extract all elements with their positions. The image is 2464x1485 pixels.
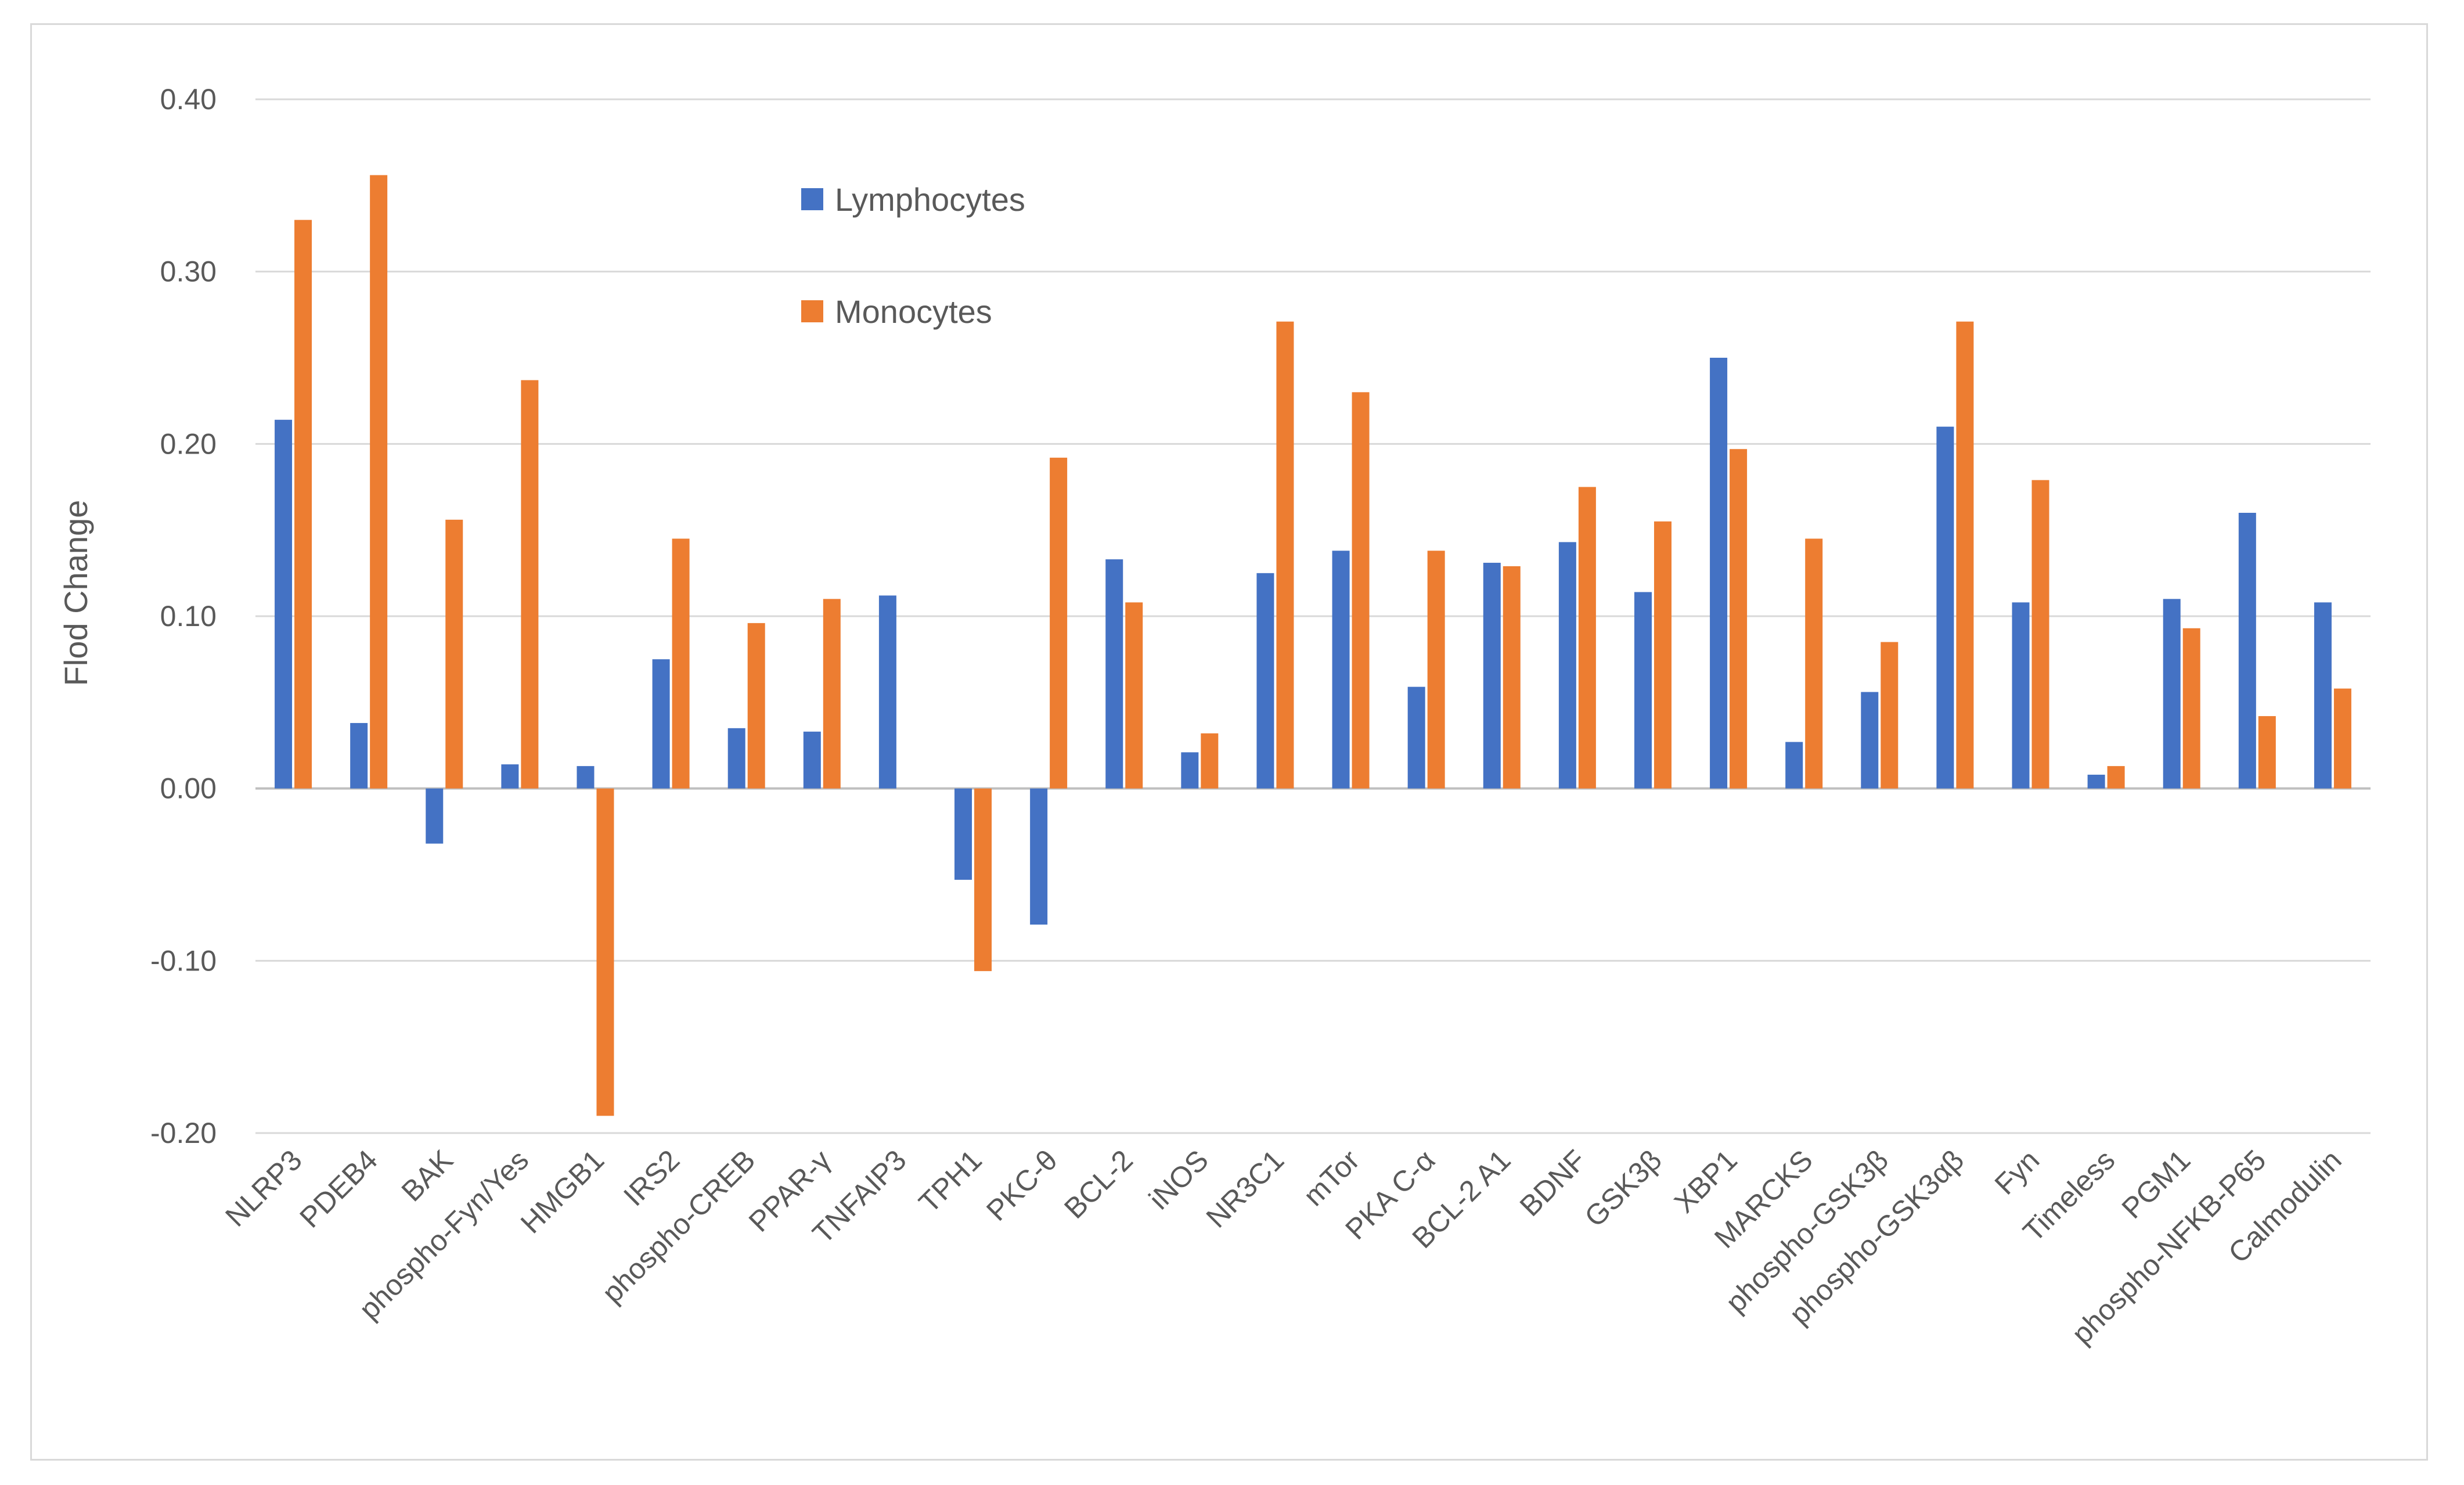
bar-monocytes-12 [1201, 733, 1219, 789]
bar-lymphocytes-6 [727, 728, 745, 789]
y-axis-title: Flod Change [57, 500, 94, 686]
bar-lymphocytes-13 [1256, 573, 1274, 789]
gridlines [255, 98, 2371, 1134]
y-tick-label: 0.00 [160, 772, 217, 805]
legend-swatch-monocytes [801, 300, 823, 322]
legend-label-monocytes: Monocytes [835, 293, 992, 330]
y-tick-label: 0.40 [160, 83, 217, 116]
bar-lymphocytes-1 [350, 722, 368, 789]
bar-monocytes-4 [596, 788, 614, 1116]
y-tick-label: 0.20 [160, 427, 217, 460]
bar-monocytes-6 [747, 623, 765, 789]
legend-swatch-lymphocytes [801, 188, 823, 210]
bar-monocytes-16 [1503, 566, 1521, 789]
bar-lymphocytes-22 [1936, 426, 1954, 789]
bar-lymphocytes-18 [1634, 592, 1652, 789]
bar-lymphocytes-10 [1030, 788, 1048, 925]
x-tick-label: NLRP3 [219, 1144, 308, 1233]
bar-lymphocytes-23 [2012, 602, 2030, 789]
bar-lymphocytes-21 [1861, 692, 1879, 789]
bar-lymphocytes-11 [1105, 559, 1123, 789]
x-tick-label: NR3C1 [1200, 1144, 1291, 1234]
bar-chart: 0.40 0.30 0.20 0.10 0.00 -0.10 -0.20 NLRP3PDEB… [57, 83, 2371, 1350]
bar-monocytes-25 [2182, 628, 2200, 789]
bar-lymphocytes-9 [954, 788, 972, 880]
bar-monocytes-10 [1050, 458, 1068, 789]
bar-lymphocytes-15 [1407, 686, 1425, 789]
bar-lymphocytes-7 [803, 731, 821, 789]
bar-lymphocytes-3 [501, 764, 519, 789]
x-tick-label: TPH1 [913, 1144, 988, 1219]
bar-monocytes-27 [2333, 688, 2351, 789]
bar-lymphocytes-20 [1785, 742, 1803, 789]
bar-lymphocytes-25 [2163, 599, 2181, 789]
bar-monocytes-15 [1427, 551, 1445, 789]
y-axis-tick-labels: 0.40 0.30 0.20 0.10 0.00 -0.10 -0.20 [150, 83, 217, 1149]
y-tick-label: -0.10 [150, 944, 217, 977]
y-tick-label: 0.30 [160, 256, 217, 288]
x-tick-label: iNOS [1143, 1144, 1215, 1216]
x-tick-label: GSK3β [1578, 1144, 1667, 1233]
bar-monocytes-7 [823, 599, 841, 789]
bar-monocytes-5 [672, 538, 690, 789]
bar-monocytes-26 [2258, 716, 2276, 789]
bar-lymphocytes-5 [652, 659, 670, 789]
bar-monocytes-21 [1881, 642, 1899, 789]
x-tick-label: PKC-θ [980, 1144, 1064, 1227]
bar-monocytes-11 [1125, 602, 1143, 789]
bars [275, 175, 2351, 1116]
bar-lymphocytes-4 [577, 766, 595, 789]
bar-lymphocytes-12 [1181, 752, 1199, 789]
bar-monocytes-20 [1805, 538, 1823, 789]
bar-monocytes-18 [1654, 521, 1672, 789]
y-tick-label: -0.20 [150, 1117, 217, 1149]
bar-monocytes-14 [1352, 392, 1370, 789]
bar-lymphocytes-0 [275, 419, 293, 789]
bar-monocytes-1 [370, 175, 388, 789]
bar-lymphocytes-19 [1710, 358, 1728, 789]
x-tick-label: HMGB1 [514, 1144, 610, 1239]
x-tick-label: BAK [395, 1144, 459, 1207]
bar-monocytes-19 [1730, 449, 1748, 789]
bar-lymphocytes-26 [2238, 513, 2256, 789]
bar-lymphocytes-8 [878, 595, 896, 789]
bar-monocytes-23 [2031, 480, 2049, 789]
x-tick-label: PDEB4 [293, 1144, 384, 1234]
bar-lymphocytes-16 [1483, 563, 1501, 789]
bar-monocytes-0 [294, 220, 312, 789]
x-tick-label: mTor [1297, 1144, 1366, 1212]
bar-monocytes-9 [974, 788, 992, 972]
bar-lymphocytes-24 [2087, 774, 2105, 789]
x-tick-label: BCL-2 [1058, 1144, 1139, 1225]
bar-monocytes-17 [1578, 487, 1596, 789]
y-tick-label: 0.10 [160, 600, 217, 632]
bar-lymphocytes-2 [426, 788, 444, 844]
chart-frame: 0.40 0.30 0.20 0.10 0.00 -0.10 -0.20 NLRP3 PDEB… [30, 23, 2428, 1461]
bar-lymphocytes-14 [1332, 551, 1350, 789]
legend-label-lymphocytes: Lymphocytes [835, 181, 1025, 218]
bar-lymphocytes-17 [1558, 542, 1576, 789]
x-tick-label: IRS2 [617, 1144, 686, 1212]
x-tick-label: Fyn [1989, 1144, 2046, 1201]
bar-monocytes-3 [521, 380, 539, 789]
legend: Lymphocytes Monocytes [801, 181, 1025, 330]
bar-lymphocytes-27 [2314, 602, 2332, 789]
bar-monocytes-2 [445, 519, 463, 789]
bar-monocytes-22 [1956, 321, 1974, 789]
bar-monocytes-24 [2107, 766, 2125, 789]
bar-monocytes-13 [1276, 321, 1294, 789]
